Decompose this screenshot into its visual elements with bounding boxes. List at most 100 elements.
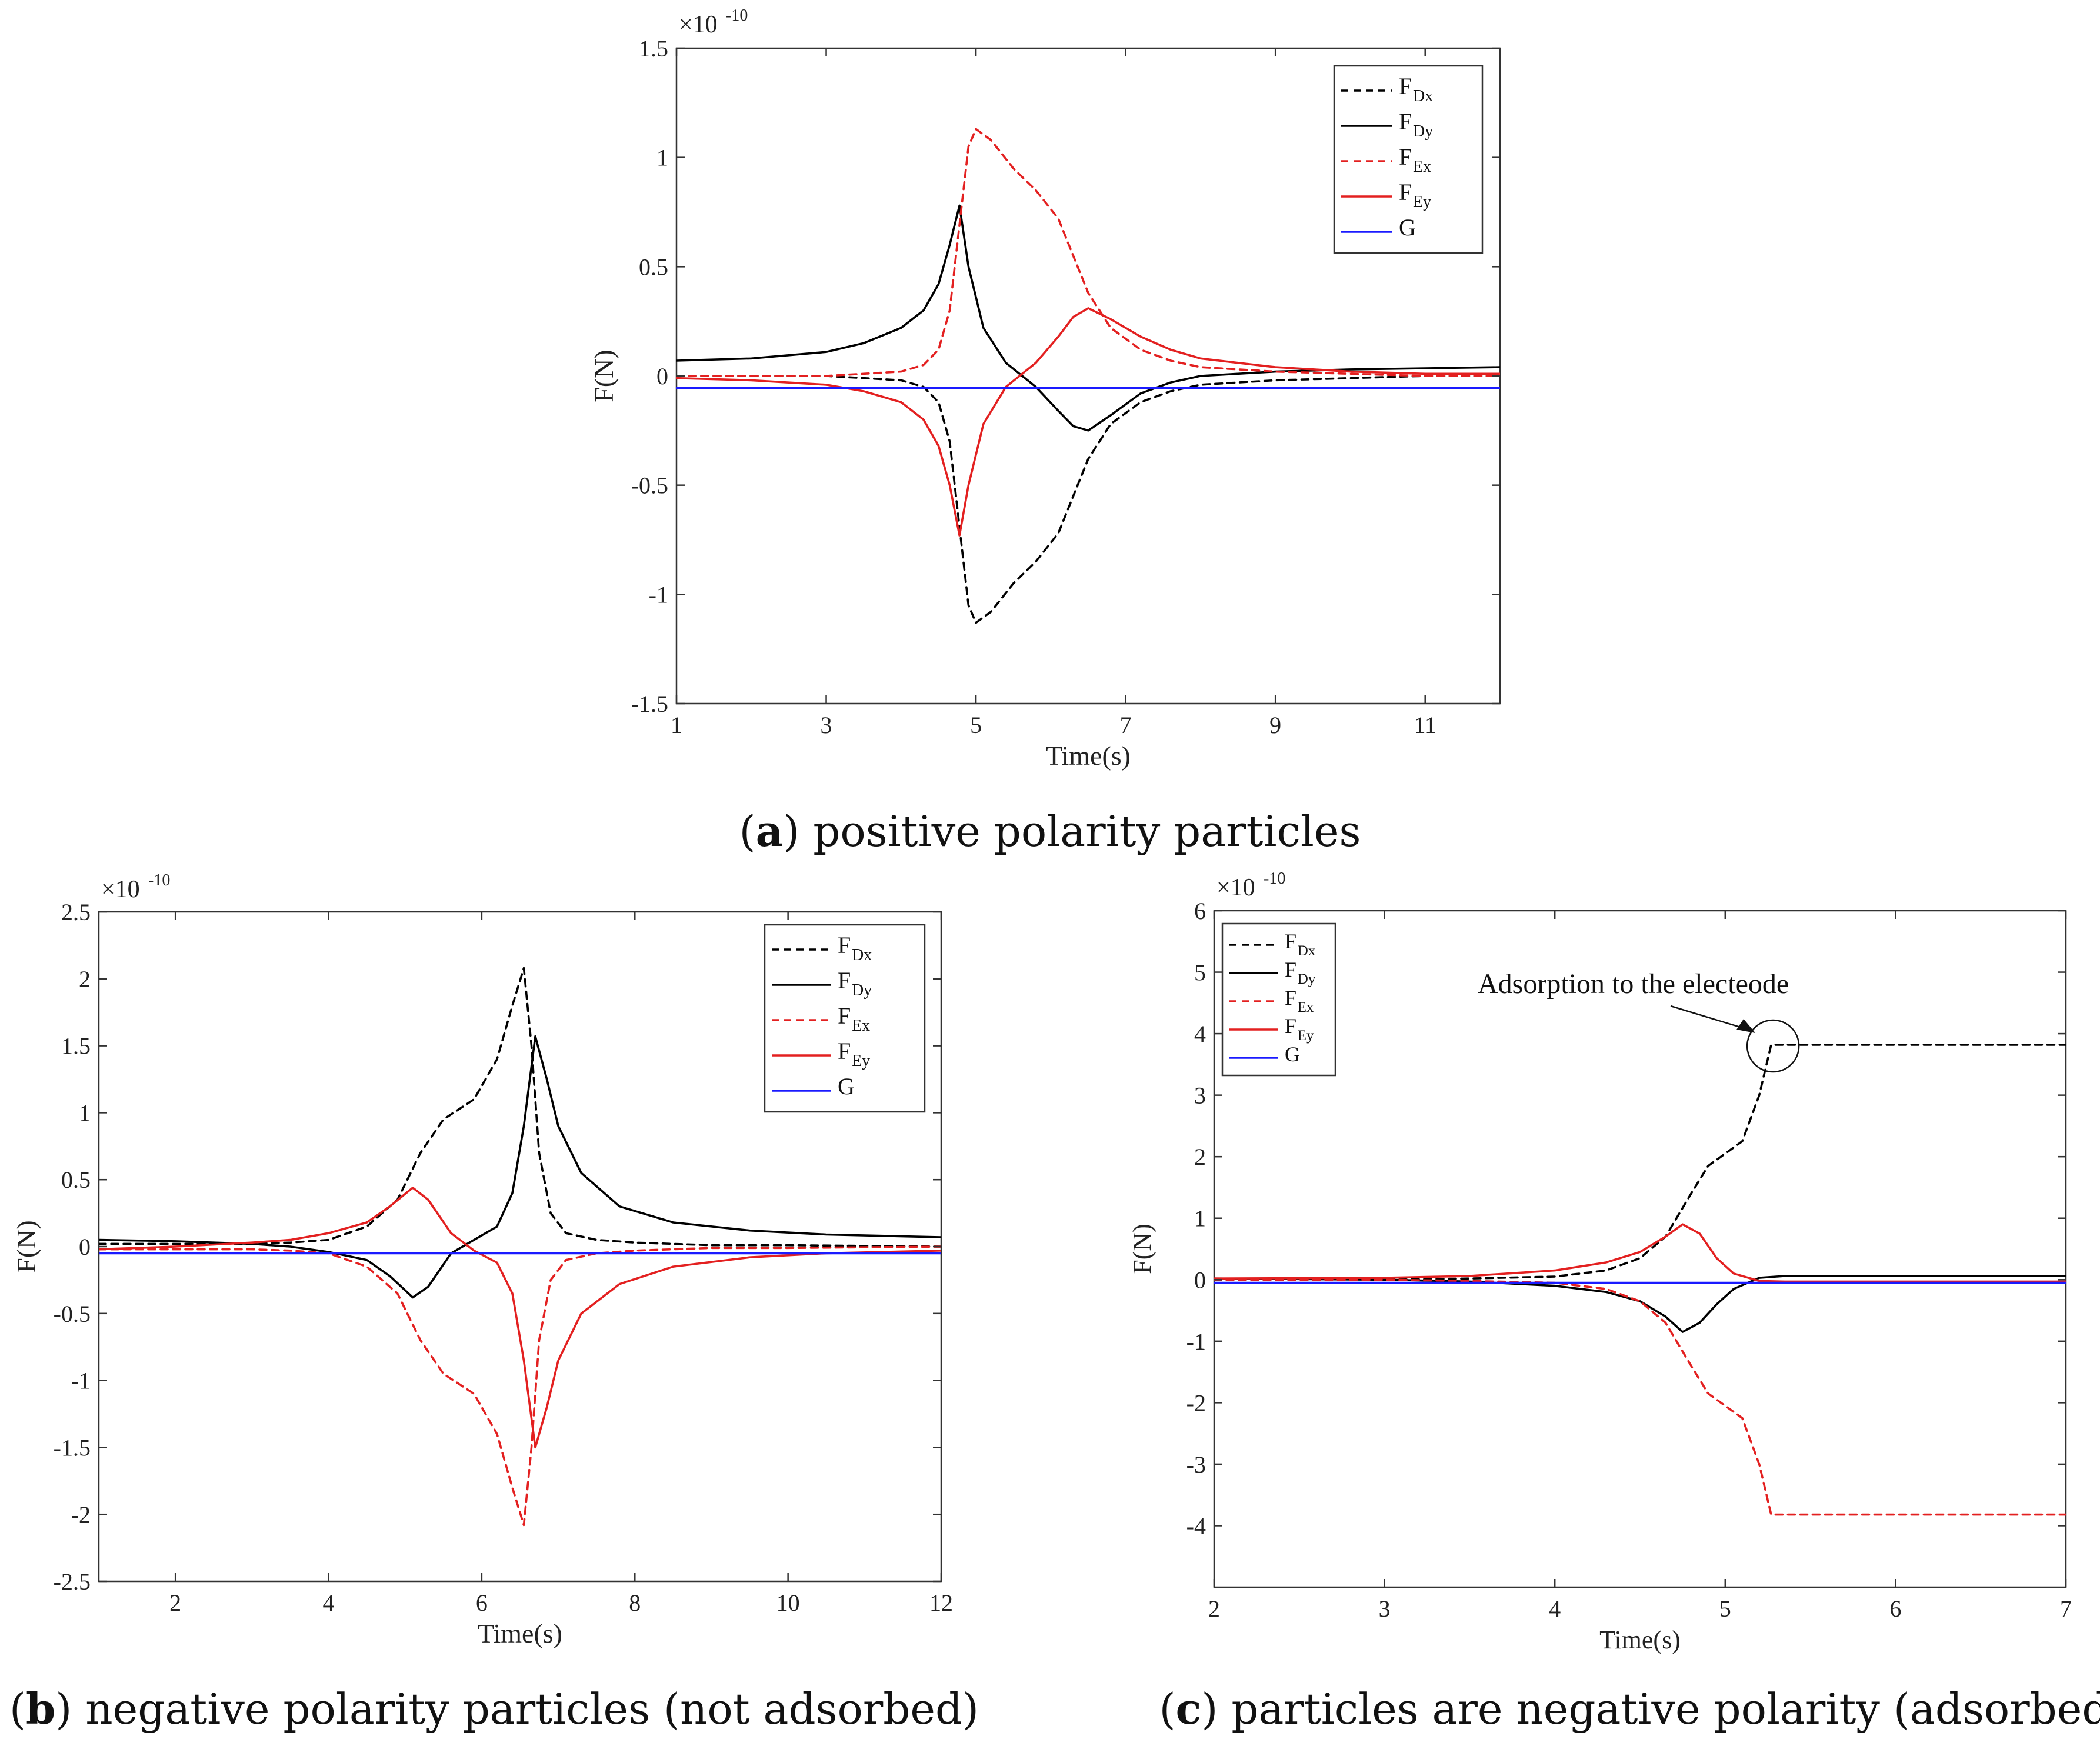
legend-label-dy: F [838, 967, 851, 994]
legend-subscript: Ex [852, 1017, 870, 1035]
series-lines [1214, 1044, 2066, 1516]
y-tick-label: 4 [1194, 1021, 1206, 1047]
legend-subscript: Dy [852, 981, 872, 1000]
caption-text: ) positive polarity particles [783, 807, 1361, 856]
y-tick-label: 2 [79, 966, 91, 992]
y-tick-label: 0.5 [61, 1167, 91, 1193]
exponent-label: ×10 [101, 876, 140, 903]
legend-label-ex: F [1399, 144, 1412, 170]
caption-open-paren: ( [9, 1684, 26, 1734]
annotation-arrow-head [1736, 1019, 1756, 1033]
legend-label-dy: F [1399, 108, 1412, 135]
y-tick-label: -1 [649, 581, 668, 608]
y-tick-label: -3 [1186, 1451, 1206, 1478]
y-tick-label: -1 [1186, 1328, 1206, 1355]
x-tick-label: 9 [1269, 712, 1281, 738]
y-tick-label: 1 [1194, 1205, 1206, 1232]
legend-subscript: Dx [1298, 943, 1316, 959]
x-axis-label: Time(s) [478, 1618, 562, 1648]
legend-label-ex: F [1285, 986, 1296, 1010]
legend-subscript: Dy [1298, 971, 1316, 987]
legend-label-dx: F [838, 932, 851, 958]
y-tick-label: -0.5 [54, 1301, 91, 1327]
legend-subscript: Ex [1298, 1000, 1314, 1015]
series-line-ex [1214, 1278, 2066, 1516]
legend-subscript: Ey [1413, 193, 1431, 211]
y-tick-label: -1.5 [631, 691, 668, 717]
series-line-ey [1214, 1223, 2066, 1283]
x-tick-label: 1 [671, 712, 682, 738]
exponent-label: ×10 [1216, 874, 1255, 901]
figure-caption: (c) particles are negative polarity (ads… [1159, 1684, 2100, 1734]
legend-label-ey: F [1399, 179, 1412, 205]
caption-letter: b [26, 1684, 55, 1734]
y-tick-label: 0 [1194, 1267, 1206, 1293]
legend-subscript: Ey [1298, 1028, 1314, 1044]
legend-subscript: Dy [1413, 122, 1433, 141]
y-tick-label: -1.5 [54, 1434, 91, 1461]
y-tick-label: 0 [79, 1234, 91, 1260]
series-line-dx [1214, 1044, 2066, 1281]
y-tick-label: -2 [71, 1501, 91, 1528]
x-tick-label: 6 [476, 1590, 488, 1616]
figure-caption: (b) negative polarity particles (not ads… [9, 1684, 979, 1734]
x-tick-label: 2 [1208, 1595, 1220, 1622]
figure-caption: (a) positive polarity particles [739, 806, 1361, 856]
x-tick-label: 4 [323, 1590, 335, 1616]
x-tick-label: 2 [169, 1590, 181, 1616]
x-axis-label: Time(s) [1599, 1625, 1681, 1654]
x-tick-label: 11 [1414, 712, 1436, 738]
y-tick-label: -4 [1186, 1513, 1206, 1539]
legend-label-g: G [1285, 1042, 1300, 1066]
y-tick-label: 2 [1194, 1144, 1206, 1170]
legend-label-dx: F [1399, 73, 1412, 99]
exponent-power: -10 [726, 6, 748, 25]
x-tick-label: 5 [1719, 1595, 1731, 1622]
series-line-ex [99, 1245, 941, 1527]
legend-label-g: G [1399, 214, 1416, 241]
series-line-ex [676, 128, 1500, 377]
series-line-dx [99, 967, 941, 1248]
caption-letter: c [1176, 1684, 1202, 1734]
y-tick-label: 1.5 [639, 35, 668, 62]
series-line-dx [676, 375, 1500, 624]
y-tick-label: -1 [71, 1368, 91, 1394]
legend-box [1333, 65, 1484, 254]
caption-open-paren: ( [739, 807, 756, 856]
series-line-ey [676, 307, 1500, 537]
y-tick-label: 0.5 [639, 254, 668, 280]
y-tick-label: 1.5 [61, 1033, 91, 1060]
y-tick-label: -2 [1186, 1390, 1206, 1416]
legend-box [764, 924, 926, 1113]
y-tick-label: 1 [656, 145, 668, 171]
series-line-dy [99, 1035, 941, 1299]
plot-frame [1213, 910, 2067, 1588]
legend-label-ex: F [838, 1002, 851, 1029]
y-axis-label: F(N) [11, 1220, 41, 1272]
legend-label-dx: F [1285, 930, 1296, 953]
series-lines [99, 967, 941, 1527]
y-tick-label: 5 [1194, 960, 1206, 986]
legend-subscript: Ex [1413, 158, 1431, 176]
x-tick-label: 3 [821, 712, 832, 738]
x-tick-label: 8 [629, 1590, 641, 1616]
legend-subscript: Ey [852, 1052, 870, 1070]
caption-letter: a [756, 806, 784, 856]
y-axis-label: F(N) [1128, 1224, 1156, 1274]
y-tick-label: 0 [656, 363, 668, 389]
legend-label-g: G [838, 1073, 855, 1100]
y-tick-label: 3 [1194, 1082, 1206, 1109]
legend-label-dy: F [1285, 958, 1296, 981]
y-tick-label: -2.5 [54, 1568, 91, 1595]
legend-label-ey: F [838, 1038, 851, 1064]
annotation-circle [1746, 1019, 1800, 1073]
y-tick-label: 6 [1194, 898, 1206, 924]
caption-text: ) particles are negative polarity (adsor… [1201, 1684, 2100, 1734]
exponent-power: -10 [148, 871, 170, 890]
annotation-text: Adsorption to the electeode [1478, 968, 1789, 1000]
legend-label-ey: F [1285, 1014, 1296, 1038]
caption-text: ) negative polarity particles (not adsor… [55, 1684, 979, 1734]
caption-open-paren: ( [1159, 1684, 1175, 1734]
